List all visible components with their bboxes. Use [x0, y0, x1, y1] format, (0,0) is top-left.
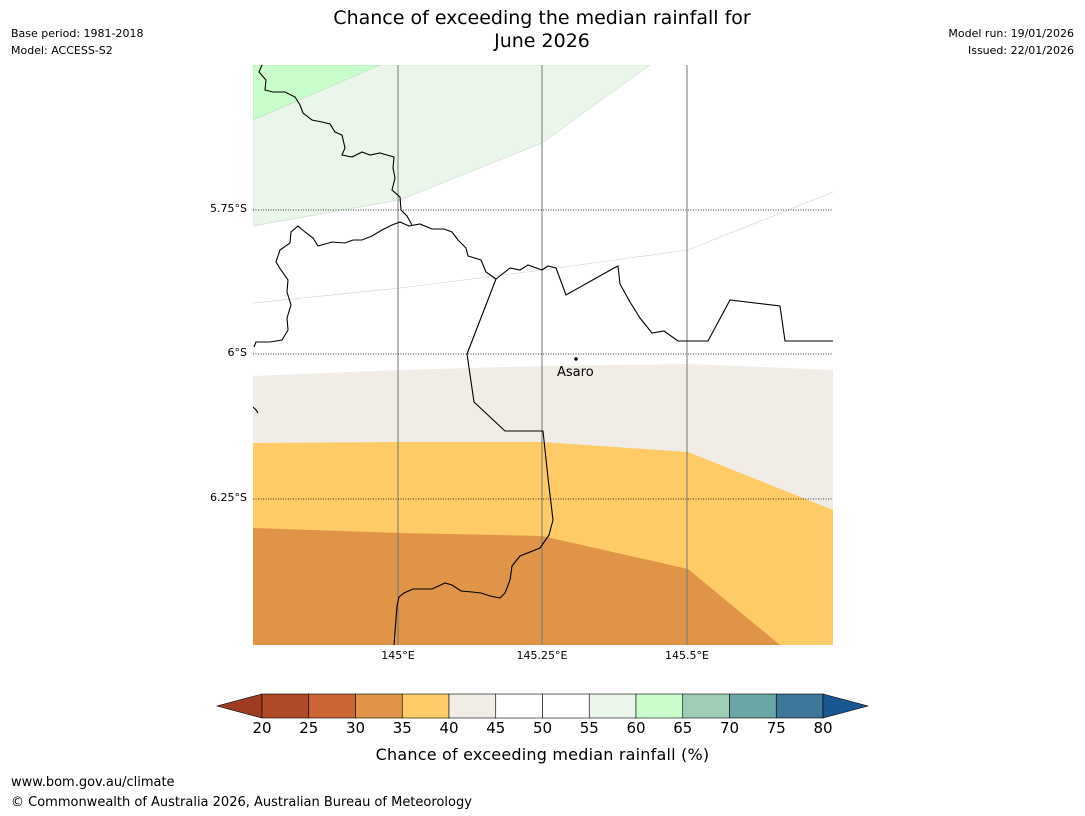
boundary-line-north: [258, 65, 413, 226]
band-55-60-region: [253, 65, 651, 227]
colorbar-tick-label: 60: [626, 719, 646, 737]
boundary-line-south: [393, 278, 554, 645]
colorbar-swatch: [401, 693, 450, 719]
colorbar-tick-label: 20: [252, 719, 272, 737]
colorbar-tick-label: 65: [673, 719, 693, 737]
boundary-line-west: [253, 406, 259, 414]
base-period: Base period: 1981-2018: [11, 27, 144, 40]
colorbar-swatch: [308, 693, 356, 719]
colorbar-swatch: [542, 693, 590, 719]
colorbar-tick-label: 70: [719, 719, 740, 737]
colorbar-tick-label: 50: [532, 719, 553, 737]
asaro-marker: [574, 357, 578, 361]
colorbar-under-arrow: [215, 693, 263, 719]
model-name: Model: ACCESS-S2: [11, 44, 113, 57]
colorbar-tick-label: 30: [345, 719, 366, 737]
latitude-label: 6.25°S: [210, 491, 247, 504]
boundary-line-central: [253, 221, 497, 348]
colorbar-swatch: [729, 693, 777, 719]
rainfall-map: [253, 65, 833, 645]
colorbar-tick-label: 75: [766, 719, 786, 737]
longitude-label: 145.5°E: [665, 649, 709, 662]
model-run-date: Model run: 19/01/2026: [948, 27, 1074, 40]
longitude-label: 145°E: [381, 649, 415, 662]
forecast-metadata-right: Model run: 19/01/2026 Issued: 22/01/2026: [948, 25, 1074, 59]
colorbar-tick-label: 35: [392, 719, 412, 737]
colorbar-swatch: [775, 693, 824, 719]
band-60-65-region: [253, 65, 381, 121]
colorbar-tick-label: 40: [439, 719, 459, 737]
colorbar-swatch: [261, 693, 310, 719]
footer-url[interactable]: www.bom.gov.au/climate: [11, 775, 175, 790]
latitude-label: 6°S: [227, 346, 247, 359]
latitude-label: 5.75°S: [210, 202, 247, 215]
colorbar-swatch: [448, 693, 497, 719]
map-title-line1: Chance of exceeding the median rainfall …: [333, 7, 751, 29]
longitude-label: 145.25°E: [516, 649, 568, 662]
colorbar-swatch: [635, 693, 684, 719]
colorbar-tick-label: 80: [813, 719, 833, 737]
colorbar-tick-label: 55: [579, 719, 599, 737]
forecast-metadata-left: Base period: 1981-2018 Model: ACCESS-S2: [11, 25, 143, 59]
map-title-line2: June 2026: [494, 30, 590, 52]
colorbar-swatch: [682, 693, 730, 719]
colorbar-swatch: [355, 693, 403, 719]
colorbar-over-arrow: [822, 693, 870, 719]
province-boundaries: [253, 65, 833, 645]
colorbar-swatch: [588, 693, 637, 719]
band-30-35-region: [253, 528, 780, 645]
colorbar-tick-label: 25: [299, 719, 319, 737]
colorbar-swatch: [495, 693, 543, 719]
map-title: Chance of exceeding the median rainfall …: [242, 7, 842, 53]
colorbar-tick-label: 45: [486, 719, 506, 737]
colorbar: [215, 693, 870, 719]
map-panel: 5.75°S 6°S 6.25°S 145°E 145.25°E 145.5°E…: [210, 65, 833, 662]
footer-copyright: © Commonwealth of Australia 2026, Austra…: [11, 795, 472, 810]
issued-date: Issued: 22/01/2026: [967, 44, 1074, 57]
colorbar-label: Chance of exceeding median rainfall (%): [375, 745, 710, 764]
boundary-line-east: [495, 264, 833, 342]
place-label-asaro: Asaro: [557, 365, 594, 380]
